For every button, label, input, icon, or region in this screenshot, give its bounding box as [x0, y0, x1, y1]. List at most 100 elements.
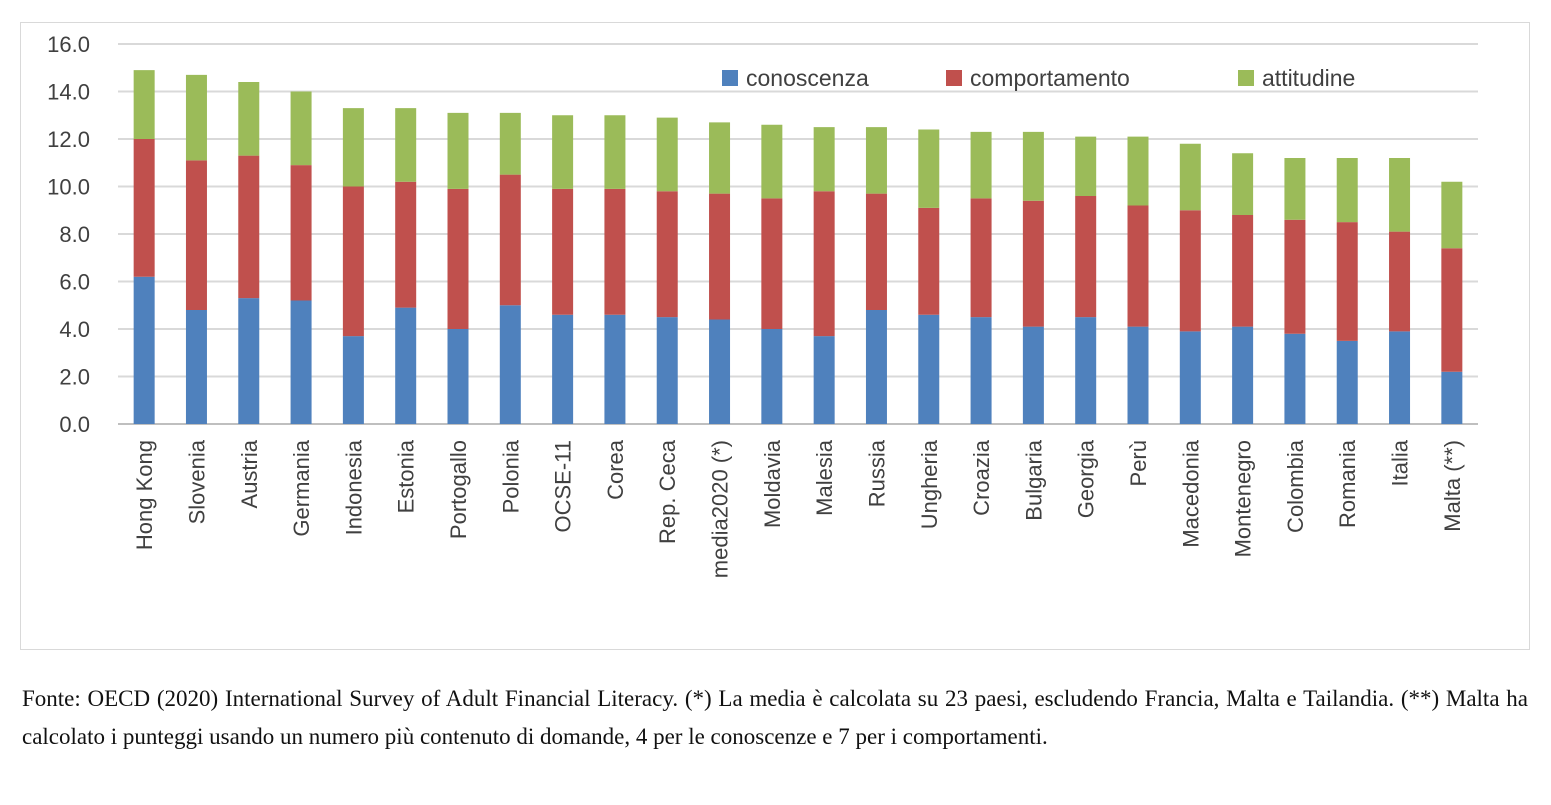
x-tick-label: Moldavia	[760, 439, 785, 528]
bar-comportamento	[185, 160, 207, 310]
y-tick-label: 16.0	[47, 32, 90, 57]
bar-conoscenza	[1441, 371, 1463, 424]
bar-attitudine	[185, 74, 207, 161]
bar-attitudine	[1284, 158, 1306, 220]
x-tick-label: Malesia	[812, 439, 837, 516]
x-tick-label: Russia	[864, 439, 889, 507]
bar-conoscenza	[656, 317, 678, 424]
x-tick-label: Macedonia	[1178, 439, 1203, 547]
bar-attitudine	[865, 127, 887, 194]
bar-comportamento	[1022, 200, 1044, 327]
y-tick-label: 8.0	[59, 222, 90, 247]
bar-attitudine	[395, 108, 417, 182]
bar-comportamento	[1075, 196, 1097, 318]
bar-attitudine	[761, 124, 783, 199]
bar-comportamento	[1127, 205, 1149, 327]
x-tick-label: Germania	[289, 439, 314, 536]
bar-comportamento	[1389, 231, 1411, 332]
legend-label: conoscenza	[746, 65, 869, 91]
bar-attitudine	[604, 115, 626, 189]
bar-attitudine	[499, 112, 521, 175]
x-tick-label: Corea	[603, 439, 628, 500]
x-tick-label: Austria	[237, 439, 262, 508]
bar-attitudine	[238, 82, 260, 156]
bar-conoscenza	[1022, 326, 1044, 424]
bar-conoscenza	[1179, 331, 1201, 424]
bar-conoscenza	[1075, 317, 1097, 424]
bar-comportamento	[1336, 222, 1358, 341]
bar-conoscenza	[185, 310, 207, 424]
bar-comportamento	[1179, 210, 1201, 332]
x-tick-label: Colombia	[1283, 439, 1308, 533]
bar-comportamento	[1284, 219, 1306, 334]
bar-conoscenza	[1284, 333, 1306, 424]
bar-conoscenza	[1232, 326, 1254, 424]
x-tick-label: Ungheria	[917, 439, 942, 529]
chart-frame	[20, 22, 1530, 650]
x-tick-label: Rep. Ceca	[655, 439, 680, 544]
bar-attitudine	[1179, 143, 1201, 211]
bar-comportamento	[604, 188, 626, 315]
bar-attitudine	[656, 117, 678, 192]
bar-conoscenza	[1389, 331, 1411, 424]
bar-attitudine	[918, 129, 940, 208]
x-tick-label: Montenegro	[1231, 440, 1256, 557]
x-tick-label: Romania	[1335, 439, 1360, 528]
bar-comportamento	[865, 193, 887, 310]
bar-comportamento	[447, 188, 469, 329]
x-tick-label: Hong Kong	[132, 440, 157, 550]
bar-comportamento	[970, 198, 992, 318]
bar-attitudine	[447, 112, 469, 189]
bar-conoscenza	[865, 310, 887, 424]
x-tick-label: Polonia	[498, 439, 523, 513]
bar-conoscenza	[290, 300, 312, 424]
x-tick-label: Estonia	[394, 439, 419, 513]
x-tick-label: Perù	[1126, 440, 1151, 486]
legend-label: comportamento	[970, 65, 1130, 91]
bar-conoscenza	[395, 307, 417, 424]
bar-attitudine	[1441, 181, 1463, 249]
bar-comportamento	[342, 186, 364, 337]
bar-comportamento	[709, 193, 731, 320]
bar-attitudine	[133, 70, 155, 139]
y-tick-label: 4.0	[59, 317, 90, 342]
bar-attitudine	[970, 131, 992, 199]
bar-comportamento	[238, 155, 260, 299]
bar-comportamento	[290, 165, 312, 301]
x-tick-label: Malta (**)	[1440, 440, 1465, 532]
x-tick-label: Bulgaria	[1021, 439, 1046, 520]
bar-conoscenza	[761, 329, 783, 424]
y-tick-label: 0.0	[59, 412, 90, 437]
bar-comportamento	[918, 207, 940, 315]
legend-swatch-conoscenza	[722, 70, 738, 86]
bar-attitudine	[813, 127, 835, 192]
y-tick-label: 10.0	[47, 175, 90, 200]
chart-caption: Fonte: OECD (2020) International Survey …	[22, 686, 1528, 749]
bar-comportamento	[1232, 215, 1254, 327]
bar-comportamento	[761, 198, 783, 329]
x-tick-label: Indonesia	[341, 439, 366, 535]
y-tick-label: 12.0	[47, 127, 90, 152]
legend-label: attitudine	[1262, 65, 1355, 91]
legend-swatch-comportamento	[946, 70, 962, 86]
bar-comportamento	[656, 191, 678, 318]
bar-attitudine	[709, 122, 731, 194]
bar-comportamento	[133, 139, 155, 277]
bar-comportamento	[499, 174, 521, 306]
bar-attitudine	[1022, 131, 1044, 201]
bar-conoscenza	[1336, 340, 1358, 424]
bar-attitudine	[1127, 136, 1149, 206]
x-tick-label: OCSE-11	[551, 440, 576, 533]
x-tick-label: Georgia	[1074, 439, 1099, 518]
y-tick-label: 2.0	[59, 365, 90, 390]
x-tick-label: media2020 (*)	[708, 440, 733, 578]
bar-comportamento	[395, 181, 417, 308]
x-tick-label: Portogallo	[446, 440, 471, 539]
bar-attitudine	[1075, 136, 1097, 196]
legend-swatch-attitudine	[1238, 70, 1254, 86]
bar-conoscenza	[604, 314, 626, 424]
bar-conoscenza	[813, 336, 835, 424]
bar-comportamento	[552, 188, 574, 315]
bar-conoscenza	[133, 276, 155, 424]
bar-conoscenza	[918, 314, 940, 424]
